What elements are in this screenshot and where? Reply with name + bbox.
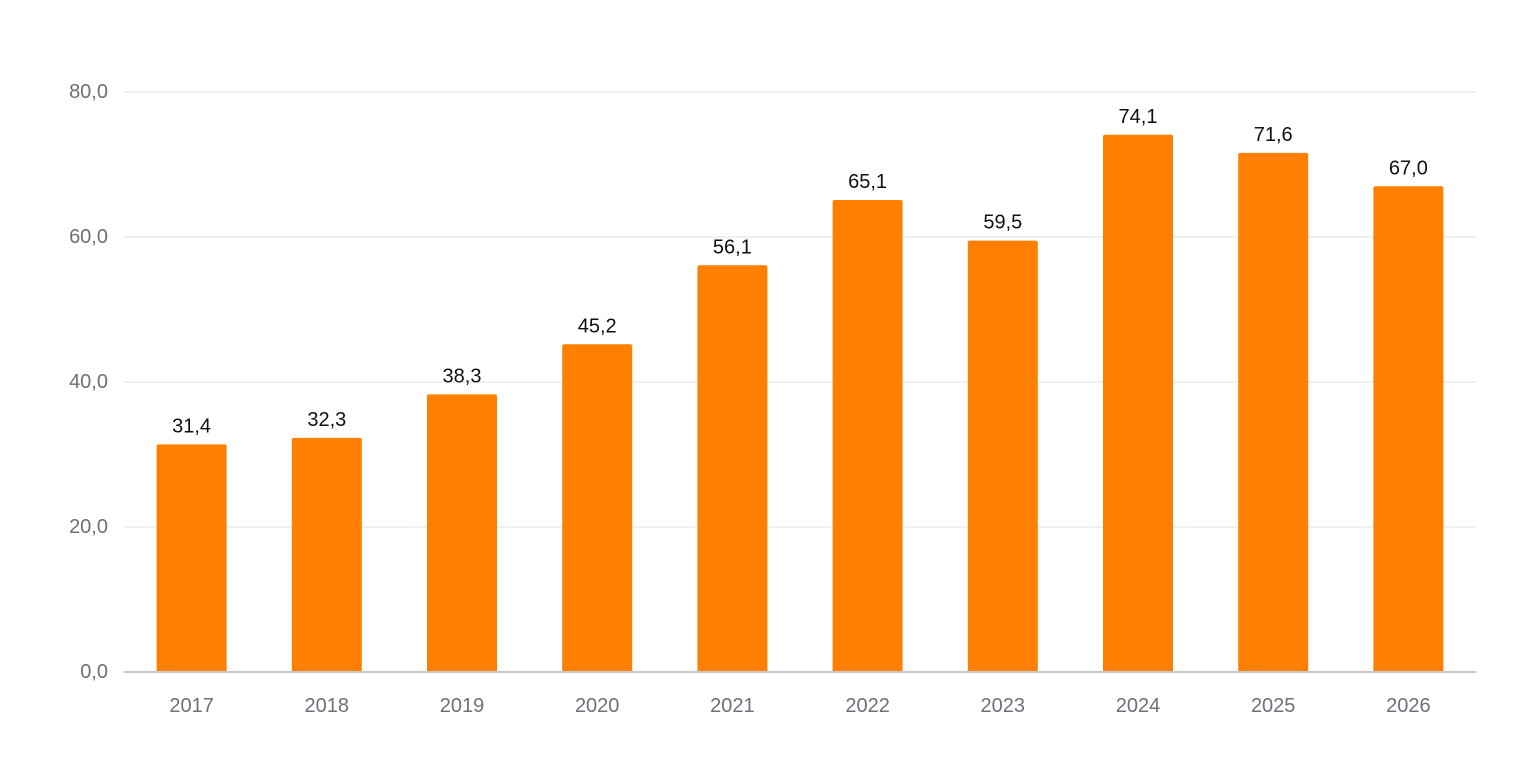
x-tick-label-2026: 2026 xyxy=(1386,695,1431,717)
bar-2024 xyxy=(1103,134,1173,672)
y-tick-label: 20,0 xyxy=(69,516,108,538)
bar-value-label-2021: 56,1 xyxy=(713,236,752,258)
y-tick-label: 60,0 xyxy=(69,226,108,248)
x-tick-label-2018: 2018 xyxy=(305,695,350,717)
bar-2018 xyxy=(291,437,362,672)
x-tick-label-2021: 2021 xyxy=(710,695,755,717)
bar-value-label-2018: 32,3 xyxy=(307,409,346,431)
y-tick-label: 0,0 xyxy=(80,661,108,683)
y-axis-tick-labels: 0,0 20,0 40,0 60,0 80,0 xyxy=(69,81,108,683)
y-tick-label: 40,0 xyxy=(69,371,108,393)
bar-2021 xyxy=(697,265,768,672)
bar-value-label-2025: 71,6 xyxy=(1254,124,1293,146)
bar-2026 xyxy=(1373,186,1444,672)
bar-2023 xyxy=(967,240,1038,672)
bar-2020 xyxy=(562,344,633,672)
x-axis-tick-labels: 2017 2018 2019 2020 2021 2022 2023 2024 2025 2026 xyxy=(169,695,1430,717)
x-tick-label-2023: 2023 xyxy=(981,695,1026,717)
bar-value-label-2022: 65,1 xyxy=(848,171,887,193)
bar-2019 xyxy=(427,394,497,672)
bar-value-label-2017: 31,4 xyxy=(172,415,211,437)
x-tick-label-2022: 2022 xyxy=(845,695,890,717)
bar-value-label-2026: 67,0 xyxy=(1389,157,1428,179)
x-tick-label-2019: 2019 xyxy=(440,695,485,717)
x-tick-label-2024: 2024 xyxy=(1116,695,1161,717)
bar-value-label-2024: 74,1 xyxy=(1119,106,1158,128)
x-tick-label-2025: 2025 xyxy=(1251,695,1296,717)
bar-2022 xyxy=(832,200,903,672)
x-tick-label-2017: 2017 xyxy=(169,695,214,717)
bar-value-label-2023: 59,5 xyxy=(983,212,1022,234)
bar-value-label-2020: 45,2 xyxy=(578,315,617,337)
bar-value-label-2019: 38,3 xyxy=(443,365,482,387)
bar-value-labels: 31,4 32,3 38,3 45,2 56,1 65,1 59,5 74,1 71,6 67,0 xyxy=(172,106,1428,438)
bar-2017 xyxy=(156,444,227,672)
y-tick-label: 80,0 xyxy=(69,81,108,103)
bar-2025 xyxy=(1238,152,1309,672)
bars xyxy=(156,134,1444,672)
x-tick-label-2020: 2020 xyxy=(575,695,620,717)
